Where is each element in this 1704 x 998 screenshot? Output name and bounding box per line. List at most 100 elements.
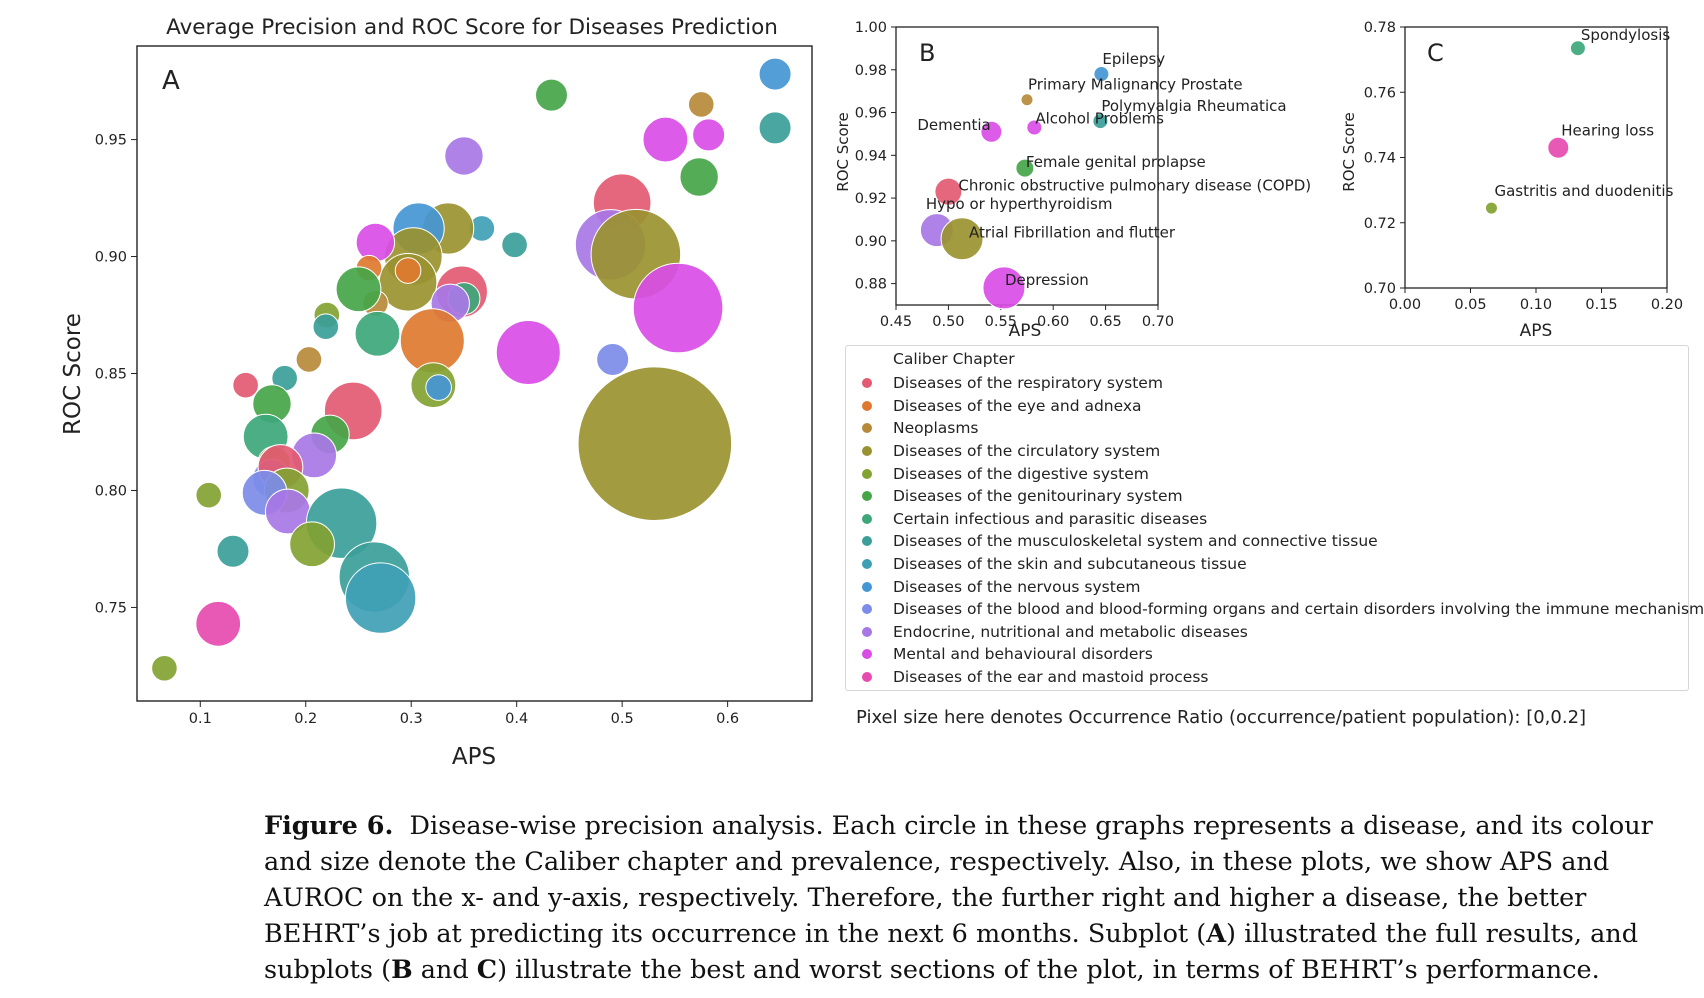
legend-items: Diseases of the respiratory system Diseas… <box>862 372 1704 688</box>
panel-a-y-ticks: 0.75 0.80 0.85 0.90 0.95 <box>95 133 137 616</box>
legend-item: Certain infectious and parasitic disease… <box>862 508 1704 531</box>
panel-b-point-label: Chronic obstructive pulmonary disease (C… <box>958 177 1311 195</box>
pixel-size-note: Pixel size here denotes Occurrence Ratio… <box>856 707 1587 728</box>
panel-a-data-point <box>642 116 689 163</box>
panel-a-x-axis-label: APS <box>452 744 496 770</box>
panel-a-data-point <box>692 118 726 152</box>
panel-a-y-tick-label: 0.75 <box>95 600 127 616</box>
panel-a-data-point <box>687 91 715 118</box>
panel-b-y-tick-label: 0.90 <box>855 234 887 250</box>
panel-b-point-label: Female genital prolapse <box>1026 153 1206 171</box>
panel-a-data-point <box>596 342 630 376</box>
panel-a-data-point <box>289 521 335 568</box>
panel-a-data-point <box>312 313 340 341</box>
panel-b-y-tick-label: 0.92 <box>855 191 887 207</box>
legend-item: Endocrine, nutritional and metabolic dis… <box>862 621 1704 644</box>
panel-b-y-axis-label: ROC Score <box>834 112 852 191</box>
panel-a-data-point <box>195 600 242 647</box>
legend-item: Diseases of the musculoskeletal system a… <box>862 530 1704 553</box>
panel-b-data-point <box>1020 93 1034 107</box>
panel-c-point-label: Gastritis and duodenitis <box>1494 182 1673 200</box>
panel-a-chart: Average Precision and ROC Score for Dise… <box>60 15 813 770</box>
panel-b-point-label: Atrial Fibrillation and flutter <box>969 224 1176 242</box>
caption-text-1: Disease-wise precision analysis. Each ci… <box>264 811 1653 949</box>
panel-b-plot-frame <box>895 26 1159 306</box>
panel-b-points <box>919 66 1110 310</box>
panel-b-x-ticks: 0.45 0.50 0.55 0.60 0.65 0.70 <box>880 305 1174 330</box>
legend-item-label: Certain infectious and parasitic disease… <box>893 509 1208 528</box>
panel-b-data-point <box>934 177 963 206</box>
panel-a-x-tick-label: 0.3 <box>400 711 423 727</box>
panel-b-point-label: Epilepsy <box>1102 50 1165 68</box>
legend-item-label: Diseases of the digestive system <box>893 464 1149 483</box>
legend-item-label: Diseases of the ear and mastoid process <box>893 668 1209 687</box>
panel-c-chart: C 0.00 0.05 0.10 0.15 0.20 0.700.720.740.760… <box>1340 20 1683 341</box>
legend-item-label: Mental and behavioural disorders <box>893 645 1153 664</box>
legend-item-label: Neoplasms <box>893 419 979 438</box>
panel-b-data-point <box>940 217 984 261</box>
legend: Caliber Chapter Diseases of the respirat… <box>845 345 1704 691</box>
panel-a-title: Average Precision and ROC Score for Dise… <box>166 15 778 40</box>
legend-title: Caliber Chapter <box>893 350 1015 368</box>
panel-c-point-labels: Spondylosis Hearing loss Gastritis and duo… <box>1494 26 1673 200</box>
legend-marker-icon <box>862 626 872 637</box>
panel-a-y-tick-label: 0.95 <box>95 133 127 149</box>
panel-c-plot-frame <box>1404 26 1668 289</box>
legend-marker-icon <box>862 400 872 411</box>
panel-b-y-tick-label: 0.94 <box>855 148 887 164</box>
panel-a-x-tick-label: 0.4 <box>505 711 528 727</box>
caption-ref-c: C <box>476 955 498 985</box>
panel-a-data-point <box>758 111 792 145</box>
legend-item-label: Diseases of the genitourinary system <box>893 487 1183 506</box>
caption-text-2: ) illustrated the full results, and subp… <box>264 919 1639 985</box>
panel-b-x-tick-label: 0.55 <box>985 314 1017 330</box>
panel-a-data-point <box>444 136 484 176</box>
panel-a-label: A <box>162 66 180 96</box>
panel-a-x-tick-label: 0.2 <box>294 711 317 727</box>
panel-c-point-label: Spondylosis <box>1581 26 1670 44</box>
panel-c-x-tick-label: 0.05 <box>1454 297 1486 313</box>
figure-caption: Figure 6. Disease-wise precision analysi… <box>264 808 1684 988</box>
panel-c-y-tick-label: 0.78 <box>1364 20 1396 36</box>
legend-item-label: Endocrine, nutritional and metabolic dis… <box>893 622 1248 641</box>
panel-c-x-tick-label: 0.10 <box>1520 297 1552 313</box>
panel-a-y-tick-label: 0.80 <box>95 483 127 499</box>
legend-marker-icon <box>862 604 872 615</box>
legend-item: Diseases of the genitourinary system <box>862 485 1704 508</box>
panel-a-y-axis-label: ROC Score <box>60 313 86 435</box>
panel-a-y-tick-label: 0.85 <box>95 367 127 383</box>
panel-c-x-tick-label: 0.20 <box>1651 297 1683 313</box>
panel-a-data-point <box>195 481 223 509</box>
legend-item: Neoplasms <box>862 417 1704 440</box>
legend-item-label: Diseases of the nervous system <box>893 577 1141 596</box>
panel-a-x-ticks: 0.1 0.2 0.3 0.4 0.5 0.6 <box>189 701 739 727</box>
legend-marker-icon <box>862 468 872 479</box>
panel-b-x-tick-label: 0.45 <box>880 314 912 330</box>
panel-a-y-tick-label: 0.90 <box>95 250 127 266</box>
panel-b-point-label: Dementia <box>917 116 990 134</box>
panel-c-point-label: Hearing loss <box>1561 122 1654 140</box>
panel-a-points <box>151 57 792 682</box>
panel-b-point-label: Polymyalgia Rheumatica <box>1101 97 1286 115</box>
panel-a-data-point <box>354 310 401 357</box>
panel-c-x-tick-label: 0.00 <box>1389 297 1421 313</box>
panel-c-data-point <box>1569 40 1586 57</box>
legend-item: Diseases of the eye and adnexa <box>862 395 1704 418</box>
panel-c-y-ticks: 0.70 0.72 0.74 0.76 0.78 <box>1364 20 1405 297</box>
panel-b-x-tick-label: 0.70 <box>1142 314 1174 330</box>
panel-a-data-point <box>295 346 323 373</box>
panel-a-data-point <box>501 231 528 259</box>
caption-text-3: and <box>412 955 477 985</box>
panel-b-x-axis-label: APS <box>1009 321 1042 341</box>
panel-a-data-point <box>534 78 568 112</box>
panel-a-data-point <box>394 257 422 284</box>
panel-c-y-tick-label: 0.76 <box>1364 85 1396 101</box>
panel-b-point-label: Alcohol Problems <box>1035 110 1164 128</box>
panel-a-data-point <box>344 562 417 634</box>
panel-b-y-ticks: 0.88 0.90 0.92 0.94 0.96 0.98 1.00 <box>855 20 896 293</box>
panel-b-y-tick-label: 1.00 <box>855 20 887 36</box>
panel-c-label: C <box>1427 39 1444 67</box>
panel-b-data-point <box>1093 66 1110 83</box>
panel-b-point-label: Primary Malignancy Prostate <box>1028 76 1243 94</box>
